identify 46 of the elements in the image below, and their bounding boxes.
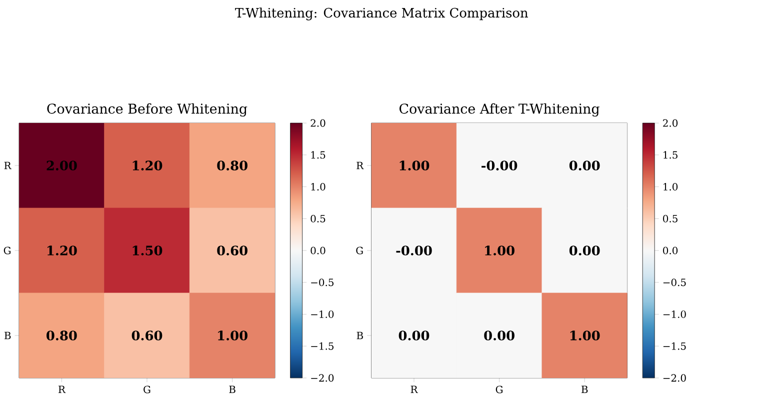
color-bar-label: −1.0	[663, 310, 686, 318]
y-tick-label: R	[356, 162, 364, 170]
text: T-Whitening: Covariance Matrix Comparison	[235, 8, 528, 21]
color-bar-label: −0.5	[663, 278, 686, 286]
color-bar-label: 2.0	[310, 119, 326, 128]
color-bar-label: −1.5	[663, 342, 686, 350]
data-label: 1.00	[218, 330, 248, 341]
data-label: 1.00	[485, 246, 514, 256]
y-tick-label: R	[4, 162, 12, 170]
data-label: 1.50	[132, 246, 162, 256]
x-tick-label: R	[410, 386, 418, 394]
x-tick-label: R	[58, 386, 66, 394]
data-label: 0.00	[569, 160, 600, 171]
data-label: -0.00	[482, 160, 518, 171]
data-label: 0.80	[46, 330, 77, 341]
color-bar-label: 1.0	[311, 183, 326, 191]
color-bar-label: 2.0	[663, 119, 678, 128]
data-label: 0.00	[484, 330, 514, 341]
data-label: 1.20	[132, 160, 162, 171]
color-bar-label: 0.0	[310, 246, 326, 254]
color-bar-label: −2.0	[663, 374, 686, 382]
x-tick-label: G	[144, 386, 150, 394]
data-label: 0.00	[398, 330, 430, 341]
color-bar-label: −2.0	[311, 374, 334, 382]
chart-title: Covariance After T-Whitening	[400, 104, 600, 117]
color-bar-label: −0.5	[311, 278, 334, 286]
data-label: 2.00	[46, 160, 77, 171]
y-tick-label: B	[4, 332, 11, 340]
color-bar-label: −1.5	[311, 342, 334, 350]
y-tick-label: B	[356, 332, 363, 340]
chart-title: Covariance Before Whitening	[47, 104, 248, 117]
color-bar-label: 1.0	[664, 183, 678, 191]
x-tick-label: G	[496, 386, 502, 394]
data-label: 1.20	[48, 246, 77, 256]
data-label: 0.80	[217, 160, 248, 171]
color-bar-label: 0.5	[663, 215, 678, 223]
x-tick-label: B	[229, 386, 236, 394]
color-bar-label: 1.5	[664, 151, 678, 159]
color-bar-label: 0.5	[310, 215, 326, 223]
color-bar-label: 0.0	[663, 246, 678, 254]
y-tick-label: G	[356, 246, 363, 254]
x-tick-label: B	[581, 386, 588, 394]
color-bar-label: −1.0	[311, 310, 334, 318]
y-tick-label: G	[4, 246, 10, 254]
data-label: 1.00	[570, 330, 600, 341]
color-bar-label: 1.5	[311, 151, 326, 159]
